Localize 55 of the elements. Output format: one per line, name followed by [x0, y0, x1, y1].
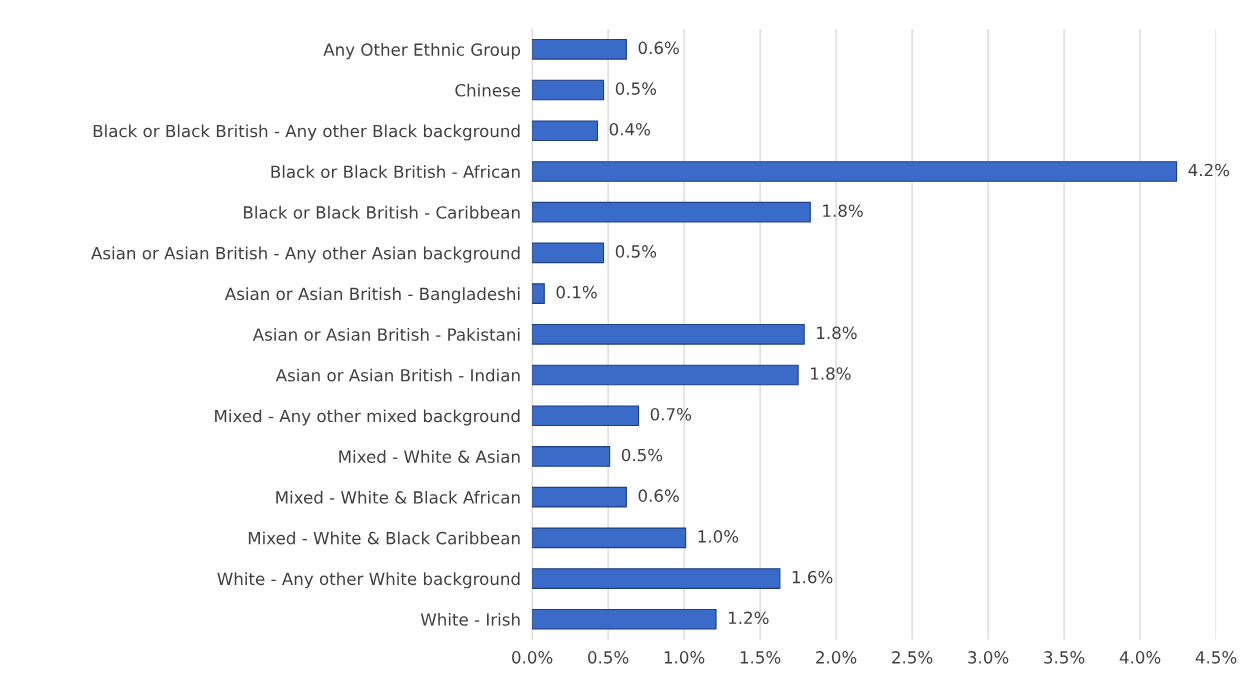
bar: [532, 39, 627, 60]
data-label: 1.0%: [698, 530, 739, 543]
x-tick-label: 0.5%: [588, 651, 629, 664]
y-tick-label: Asian or Asian British - Any other Asian background: [91, 246, 520, 263]
bar: [532, 323, 805, 345]
y-tick-label: White - Any other White background: [217, 572, 520, 589]
y-tick-label: Asian or Asian British - Bangladeshi: [224, 287, 520, 304]
bar: [532, 79, 605, 101]
y-tick-label: Black or Black British - Any other Black background: [93, 124, 520, 141]
x-tick-label: 4.5%: [1195, 651, 1237, 664]
x-tick-label: 2.5%: [892, 651, 933, 664]
y-tick-label: Asian or Asian British - Pakistani: [252, 327, 520, 341]
data-label: 0.6%: [638, 489, 679, 502]
data-label: 1.2%: [728, 611, 769, 625]
x-tick-label: 2.0%: [816, 651, 857, 664]
bar: [532, 201, 811, 223]
y-tick-label: Mixed - White & Asian: [339, 450, 520, 463]
x-tick-label: 4.0%: [1119, 651, 1161, 664]
bar: [532, 364, 799, 386]
bar: [532, 283, 545, 304]
x-tick-label: 0.0%: [512, 651, 553, 664]
y-tick-label: Mixed - Any other mixed background: [215, 409, 520, 426]
x-tick-label: 3.5%: [1044, 651, 1085, 664]
bar: [532, 608, 717, 630]
y-tick-label: Black or Black British - African: [271, 165, 520, 179]
bar: [532, 161, 1178, 182]
bar: [532, 446, 611, 467]
y-tick-label: Mixed - White & Black Caribbean: [248, 531, 520, 545]
bar: [532, 568, 781, 589]
bar: [532, 405, 640, 427]
data-label: 1.8%: [817, 326, 857, 340]
y-tick-label: White - Irish: [420, 612, 520, 626]
data-label: 0.6%: [638, 41, 679, 55]
y-tick-label: Chinese: [455, 83, 521, 97]
x-tick-label: 1.5%: [740, 651, 781, 664]
data-label: 0.5%: [621, 448, 663, 462]
y-tick-label: Mixed - White & Black African: [276, 490, 520, 504]
data-label: 0.5%: [615, 82, 657, 95]
bar: [532, 527, 687, 549]
data-label: 0.4%: [609, 122, 651, 136]
data-label: 1.8%: [823, 204, 863, 218]
y-tick-label: Any Other Ethnic Group: [323, 43, 521, 60]
data-label: 4.2%: [1188, 163, 1230, 177]
y-tick-label: Black or Black British - Caribbean: [244, 205, 520, 219]
x-tick-label: 3.0%: [968, 651, 1009, 664]
bar: [532, 242, 605, 264]
data-label: 0.1%: [556, 285, 597, 299]
data-label: 0.7%: [650, 407, 692, 421]
data-label: 0.5%: [615, 245, 657, 258]
bar: [532, 120, 599, 142]
y-tick-label: Asian or Asian British - Indian: [275, 368, 520, 382]
data-label: 1.8%: [811, 367, 851, 380]
x-tick-label: 1.0%: [664, 651, 705, 664]
bar: [532, 486, 627, 508]
data-label: 1.6%: [792, 570, 833, 584]
